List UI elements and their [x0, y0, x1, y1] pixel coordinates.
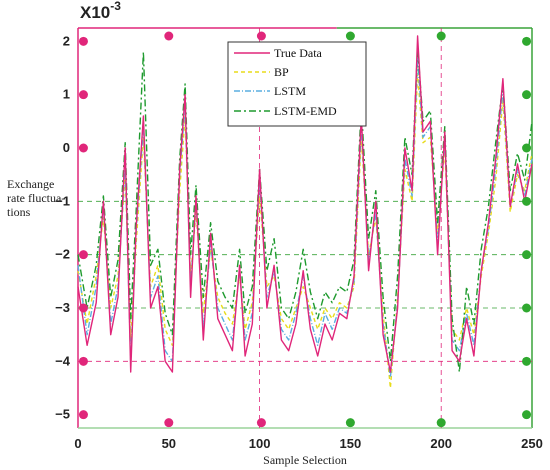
y-axis-title: Exchange rate fluctua- tions [7, 177, 68, 219]
marker-dot-1 [78, 90, 88, 100]
marker-dot-4 [78, 303, 88, 313]
scale-exponent: -3 [110, 0, 121, 13]
y-tick-label-7: −5 [55, 407, 70, 422]
y-axis-title-line-1: Exchange [7, 177, 54, 191]
marker-dot-16 [522, 90, 532, 100]
marker-dots [78, 31, 532, 428]
marker-dot-22 [522, 410, 532, 420]
legend-label-lstm: LSTM [274, 84, 306, 98]
marker-dot-15 [522, 36, 532, 46]
legend: True Data BP LSTM LSTM-EMD [227, 41, 367, 127]
marker-dot-0 [78, 36, 88, 46]
marker-dot-8 [164, 418, 174, 428]
x-tick-label-2: 100 [249, 436, 271, 451]
legend-label-bp: BP [274, 65, 289, 79]
series-line-bp [77, 72, 533, 389]
marker-dot-14 [436, 418, 446, 428]
y-tick-label-5: −3 [55, 300, 70, 315]
x-tick-label-3: 150 [340, 436, 362, 451]
marker-dot-10 [256, 418, 266, 428]
legend-box [227, 41, 367, 127]
marker-dot-7 [164, 31, 174, 41]
marker-dot-5 [78, 356, 88, 366]
scale-factor: X10-3 [80, 0, 121, 22]
legend-label-lstm-emd: LSTM-EMD [274, 104, 337, 118]
marker-dot-11 [345, 31, 355, 41]
x-tick-label-1: 50 [162, 436, 176, 451]
series-line-lstm-emd [77, 46, 533, 373]
marker-dot-6 [78, 410, 88, 420]
x-tick-label-0: 0 [74, 436, 81, 451]
y-tick-label-0: 2 [63, 33, 70, 48]
y-axis-title-line-2: rate fluctua- [7, 191, 65, 205]
marker-dot-21 [522, 356, 532, 366]
marker-dot-20 [522, 303, 532, 313]
x-axis-title: Sample Selection [263, 453, 347, 467]
x-tick-label-5: 250 [521, 436, 543, 451]
y-axis-title-line-3: tions [7, 205, 31, 219]
series-lines [77, 35, 533, 389]
marker-dot-17 [522, 143, 532, 153]
x-tick-labels: 0 50 100 150 200 250 [74, 436, 542, 451]
y-tick-label-2: 0 [63, 140, 70, 155]
marker-dot-9 [256, 31, 266, 41]
series-line-true-data [77, 35, 533, 373]
legend-label-true-data: True Data [274, 46, 323, 60]
marker-dot-3 [78, 250, 88, 260]
x-tick-label-4: 200 [430, 436, 452, 451]
marker-dot-19 [522, 250, 532, 260]
y-tick-label-3: −1 [55, 193, 70, 208]
y-tick-label-4: −2 [55, 247, 70, 262]
marker-dot-13 [436, 31, 446, 41]
scale-base: X10 [80, 3, 110, 22]
y-tick-label-6: −4 [55, 353, 71, 368]
marker-dot-12 [345, 418, 355, 428]
y-tick-label-1: 1 [63, 87, 70, 102]
marker-dot-2 [78, 143, 88, 153]
y-tick-labels: 2 1 0 −1 −2 −3 −4 −5 [55, 33, 71, 421]
marker-dot-18 [522, 196, 532, 206]
